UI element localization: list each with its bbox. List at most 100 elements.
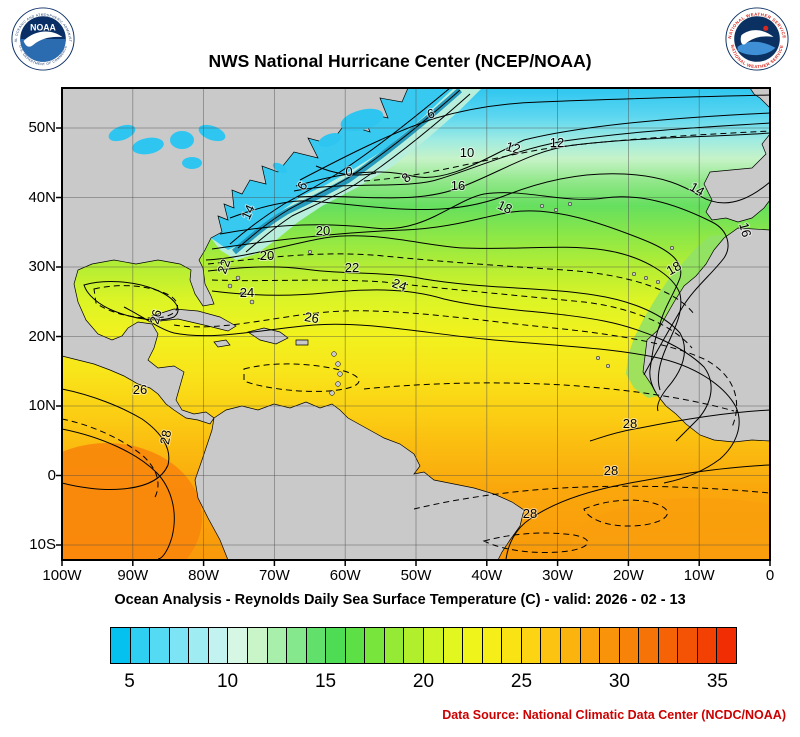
y-axis-label: 10N [28,397,56,414]
x-axis-label: 100W [42,567,82,584]
x-axis-label: 60W [329,567,361,584]
x-axis-label: 70W [258,567,290,584]
colorbar-tick-label: 20 [412,671,435,692]
land-hispaniola [247,327,289,345]
y-axis-label: 30N [28,258,56,275]
colorbar-cell [189,628,209,663]
colorbar-cell [463,628,483,663]
colorbar-cell [678,628,698,663]
colorbar-cell [150,628,170,663]
x-axis-label: 30W [542,567,574,584]
land-south-america [194,401,525,560]
land-north-america [62,88,409,425]
sst-contours-solid [62,94,770,560]
land-africa [642,227,770,443]
contour-label: 28 [523,506,537,521]
sst-contours-dashed [62,130,770,553]
x-axis-label: 80W [188,567,220,584]
page-title: NWS National Hurricane Center (NCEP/NOAA… [208,51,592,71]
colorbar-cell [208,628,229,663]
y-axis-label: 40N [28,188,56,206]
x-axis-label: 50W [400,567,432,584]
contour-label: 20 [260,248,274,263]
land-jamaica [213,339,231,348]
land-masses [62,88,770,560]
colorbar-cell [717,628,736,663]
colorbar-tick-label: 35 [706,671,728,692]
colorbar-tick-label: 25 [510,671,533,692]
data-source-note: Data Source: National Climatic Data Cent… [442,708,786,722]
land-puerto-rico [295,339,309,346]
colorbar-tick-label: 5 [124,671,135,692]
y-axis-label: 0 [47,466,56,484]
colorbar-cell [580,628,601,663]
colorbar-cell [326,628,346,663]
contour-label: 16 [736,221,754,239]
colorbar-cell [619,628,640,663]
nws-emblem-swirl [737,41,776,56]
colorbar-cell [560,628,581,663]
small-islands [227,201,675,396]
x-axis-label: 20W [612,567,644,584]
contour-label: 12 [504,139,522,157]
colorbar-tick-label: 10 [216,671,239,692]
colorbar-cell [247,628,268,663]
colorbar-tick-label: 30 [608,671,631,692]
colorbar-cell [267,628,288,663]
contour-label: 24 [240,285,254,300]
x-axis-label: 10W [683,567,715,584]
x-axis-label: 90W [117,567,149,584]
y-axis-label: 10S [29,536,56,553]
nws-emblem-dot [763,25,769,31]
map-frame [61,87,771,561]
contour-label: 28 [623,416,637,431]
colorbar-cell [169,628,190,663]
colorbar-cell [111,628,131,663]
contour-label: 20 [316,223,330,238]
contour-label: 22 [345,260,359,275]
land-cuba [151,308,237,332]
colorbar-tick-label: 15 [314,671,337,692]
contour-label: 10 [460,145,474,160]
nws-logo: NATIONAL WEATHER SERVICE NATIONAL WEATHE… [725,7,789,71]
noaa-acronym: NOAA [30,22,56,32]
colorbar-cell [502,628,522,663]
colorbar [110,627,737,664]
contour-label: 24 [390,275,409,294]
colorbar-cell [130,628,151,663]
colorbar-cell [404,628,424,663]
colorbar-cell [384,628,405,663]
contour-label: 0 [345,164,352,179]
contour-label: 26 [147,308,165,326]
colorbar-cell [697,628,718,663]
x-axis-label: 40W [471,567,503,584]
colorbar-cell [639,628,659,663]
noaa-bird-icon [23,31,63,47]
y-axis-label: 50N [28,119,56,136]
contour-label: 18 [495,197,514,217]
land-uk-corner [749,88,770,109]
contour-label: 26 [303,309,320,326]
colorbar-cell [287,628,307,663]
x-axis-label: 0 [765,567,775,584]
colorbar-cell [443,628,464,663]
lakes-and-inlets [108,108,384,174]
colorbar-cell [600,628,620,663]
contour-label: 16 [451,178,465,193]
colorbar-cell [658,628,679,663]
nws-emblem-wave [740,30,774,45]
colorbar-cell [482,628,503,663]
colorbar-cell [521,628,542,663]
noaa-logo: NATIONAL OCEANIC AND ATMOSPHERIC ADMINIS… [11,7,75,71]
colorbar-cell [424,628,444,663]
contour-label: 26 [133,382,147,397]
land-iberia [703,133,770,223]
y-axis-label: 20N [28,327,56,345]
colorbar-cell [306,628,327,663]
colorbar-cell [365,628,385,663]
map-caption: Ocean Analysis - Reynolds Daily Sea Surf… [114,592,686,608]
colorbar-cell [345,628,366,663]
